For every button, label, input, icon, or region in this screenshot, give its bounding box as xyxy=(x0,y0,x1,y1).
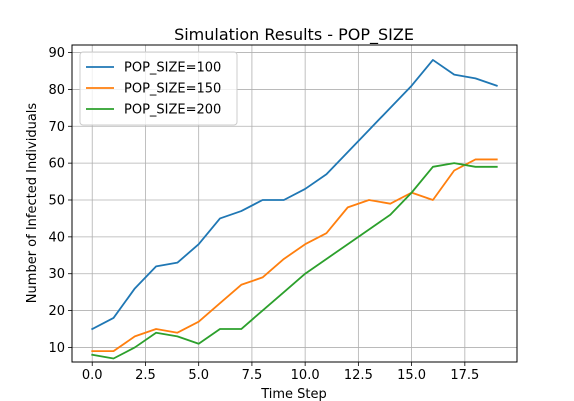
y-tick-label: 90 xyxy=(48,46,65,61)
axis-ticks: 0.0 2.5 5.0 7.5 10.0 12.5 15.0 17.5 10 20 30 40 50 60… xyxy=(48,46,479,383)
y-tick-label: 40 xyxy=(48,230,65,245)
y-axis-label: Number of Infected Individuals xyxy=(25,103,40,304)
plot-frame xyxy=(71,44,518,363)
y-tick-label: 70 xyxy=(48,120,65,135)
x-tick-label: 5.0 xyxy=(188,368,209,383)
x-tick-label: 12.5 xyxy=(344,368,373,383)
x-tick-label: 15.0 xyxy=(397,368,426,383)
legend-box xyxy=(79,51,238,126)
y-tick-label: 80 xyxy=(48,83,65,98)
x-tick-label: 10.0 xyxy=(291,368,320,383)
x-tick-label: 2.5 xyxy=(135,368,156,383)
y-tick-label: 60 xyxy=(48,157,65,172)
series-lines xyxy=(91,59,498,360)
x-tick-label: 0.0 xyxy=(82,368,103,383)
y-tick-label: 50 xyxy=(48,193,65,208)
y-tick-label: 30 xyxy=(48,267,65,282)
y-tick-label: 20 xyxy=(48,304,65,319)
x-axis-label: Time Step xyxy=(260,387,327,401)
legend: POP_SIZE=100 POP_SIZE=150 POP_SIZE=200 xyxy=(79,51,238,126)
x-tick-label: 7.5 xyxy=(242,368,263,383)
legend-label: POP_SIZE=100 xyxy=(124,61,221,76)
series-line-1 xyxy=(91,59,498,331)
series-line-3 xyxy=(91,162,498,360)
x-tick-label: 17.5 xyxy=(450,368,479,383)
y-tick-label: 10 xyxy=(48,341,65,356)
legend-label: POP_SIZE=150 xyxy=(124,82,221,97)
chart-title: Simulation Results - POP_SIZE xyxy=(174,25,414,45)
legend-label: POP_SIZE=200 xyxy=(124,103,221,118)
series-line-2 xyxy=(91,158,498,353)
